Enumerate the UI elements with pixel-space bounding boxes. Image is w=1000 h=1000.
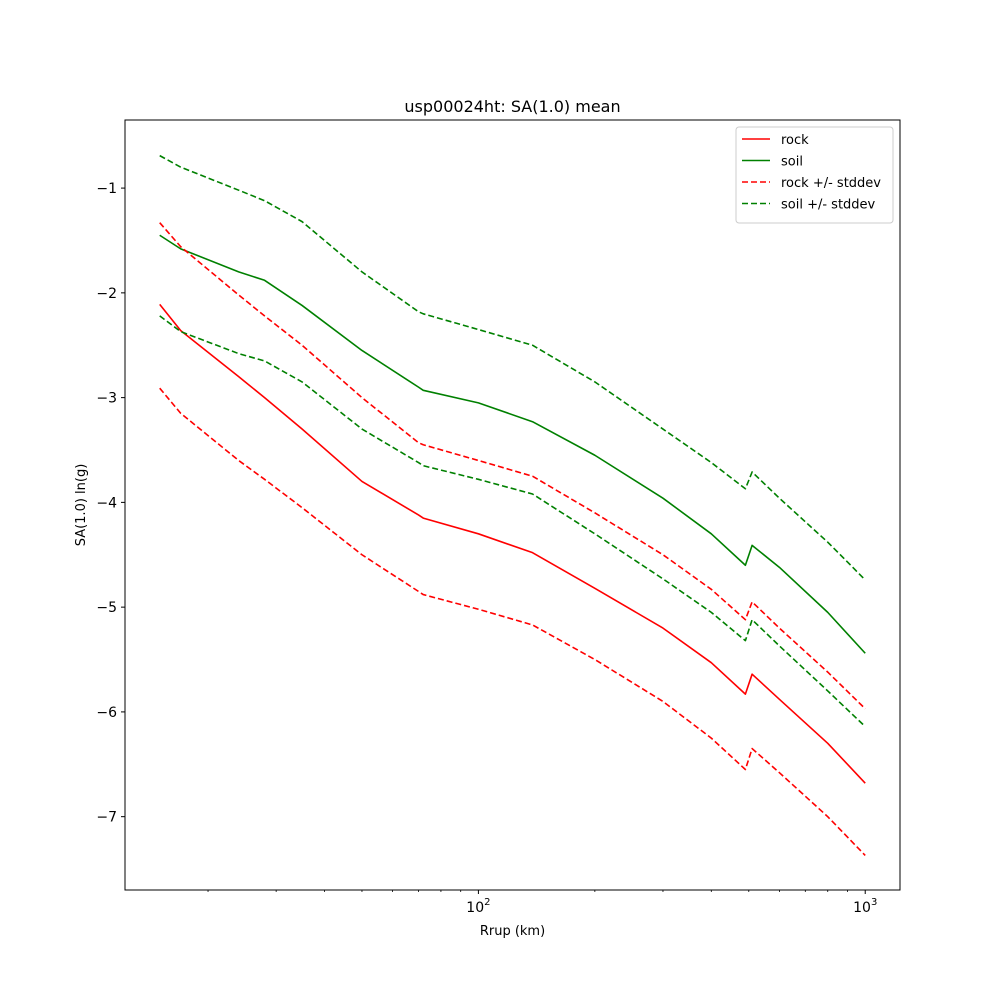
y-tick-label: −7 xyxy=(96,810,117,826)
series-line-5 xyxy=(159,315,866,728)
legend-label: rock +/- stddev xyxy=(781,176,881,191)
x-tick-label-exponent: 3 xyxy=(871,897,877,908)
plot-lines xyxy=(159,154,866,856)
legend-box xyxy=(735,126,894,224)
y-tick-label: −3 xyxy=(96,391,117,407)
plot-frame xyxy=(124,119,901,891)
x-axis-title: Rrup (km) xyxy=(480,924,545,939)
series-line-1 xyxy=(159,234,866,654)
y-tick-label: −1 xyxy=(96,181,117,197)
series-line-2 xyxy=(159,222,866,710)
y-axis: −1 −2 −3 −4 −5 −6 −7 xyxy=(96,181,125,826)
y-tick-label: −6 xyxy=(96,705,117,721)
legend-label: soil xyxy=(781,155,803,170)
y-tick-label: −5 xyxy=(96,600,117,616)
legend: rock soil rock +/- stddev soil +/- stddev xyxy=(735,126,894,224)
x-tick-label: 102 xyxy=(466,897,490,916)
legend-label: soil +/- stddev xyxy=(781,198,876,213)
chart-title: usp00024ht: SA(1.0) mean xyxy=(404,97,620,116)
x-tick-label-exponent: 2 xyxy=(484,897,490,908)
y-tick-label: −4 xyxy=(96,495,117,511)
x-tick-label: 103 xyxy=(853,897,877,916)
series-line-0 xyxy=(159,303,866,784)
y-tick-label: −2 xyxy=(96,286,117,302)
legend-label: rock xyxy=(781,133,809,148)
x-tick-label-base: 10 xyxy=(466,900,484,916)
x-tick-label-base: 10 xyxy=(853,900,871,916)
x-axis: 102 103 xyxy=(207,890,877,916)
y-axis-title: SA(1.0) ln(g) xyxy=(74,464,89,547)
series-line-4 xyxy=(159,154,866,581)
